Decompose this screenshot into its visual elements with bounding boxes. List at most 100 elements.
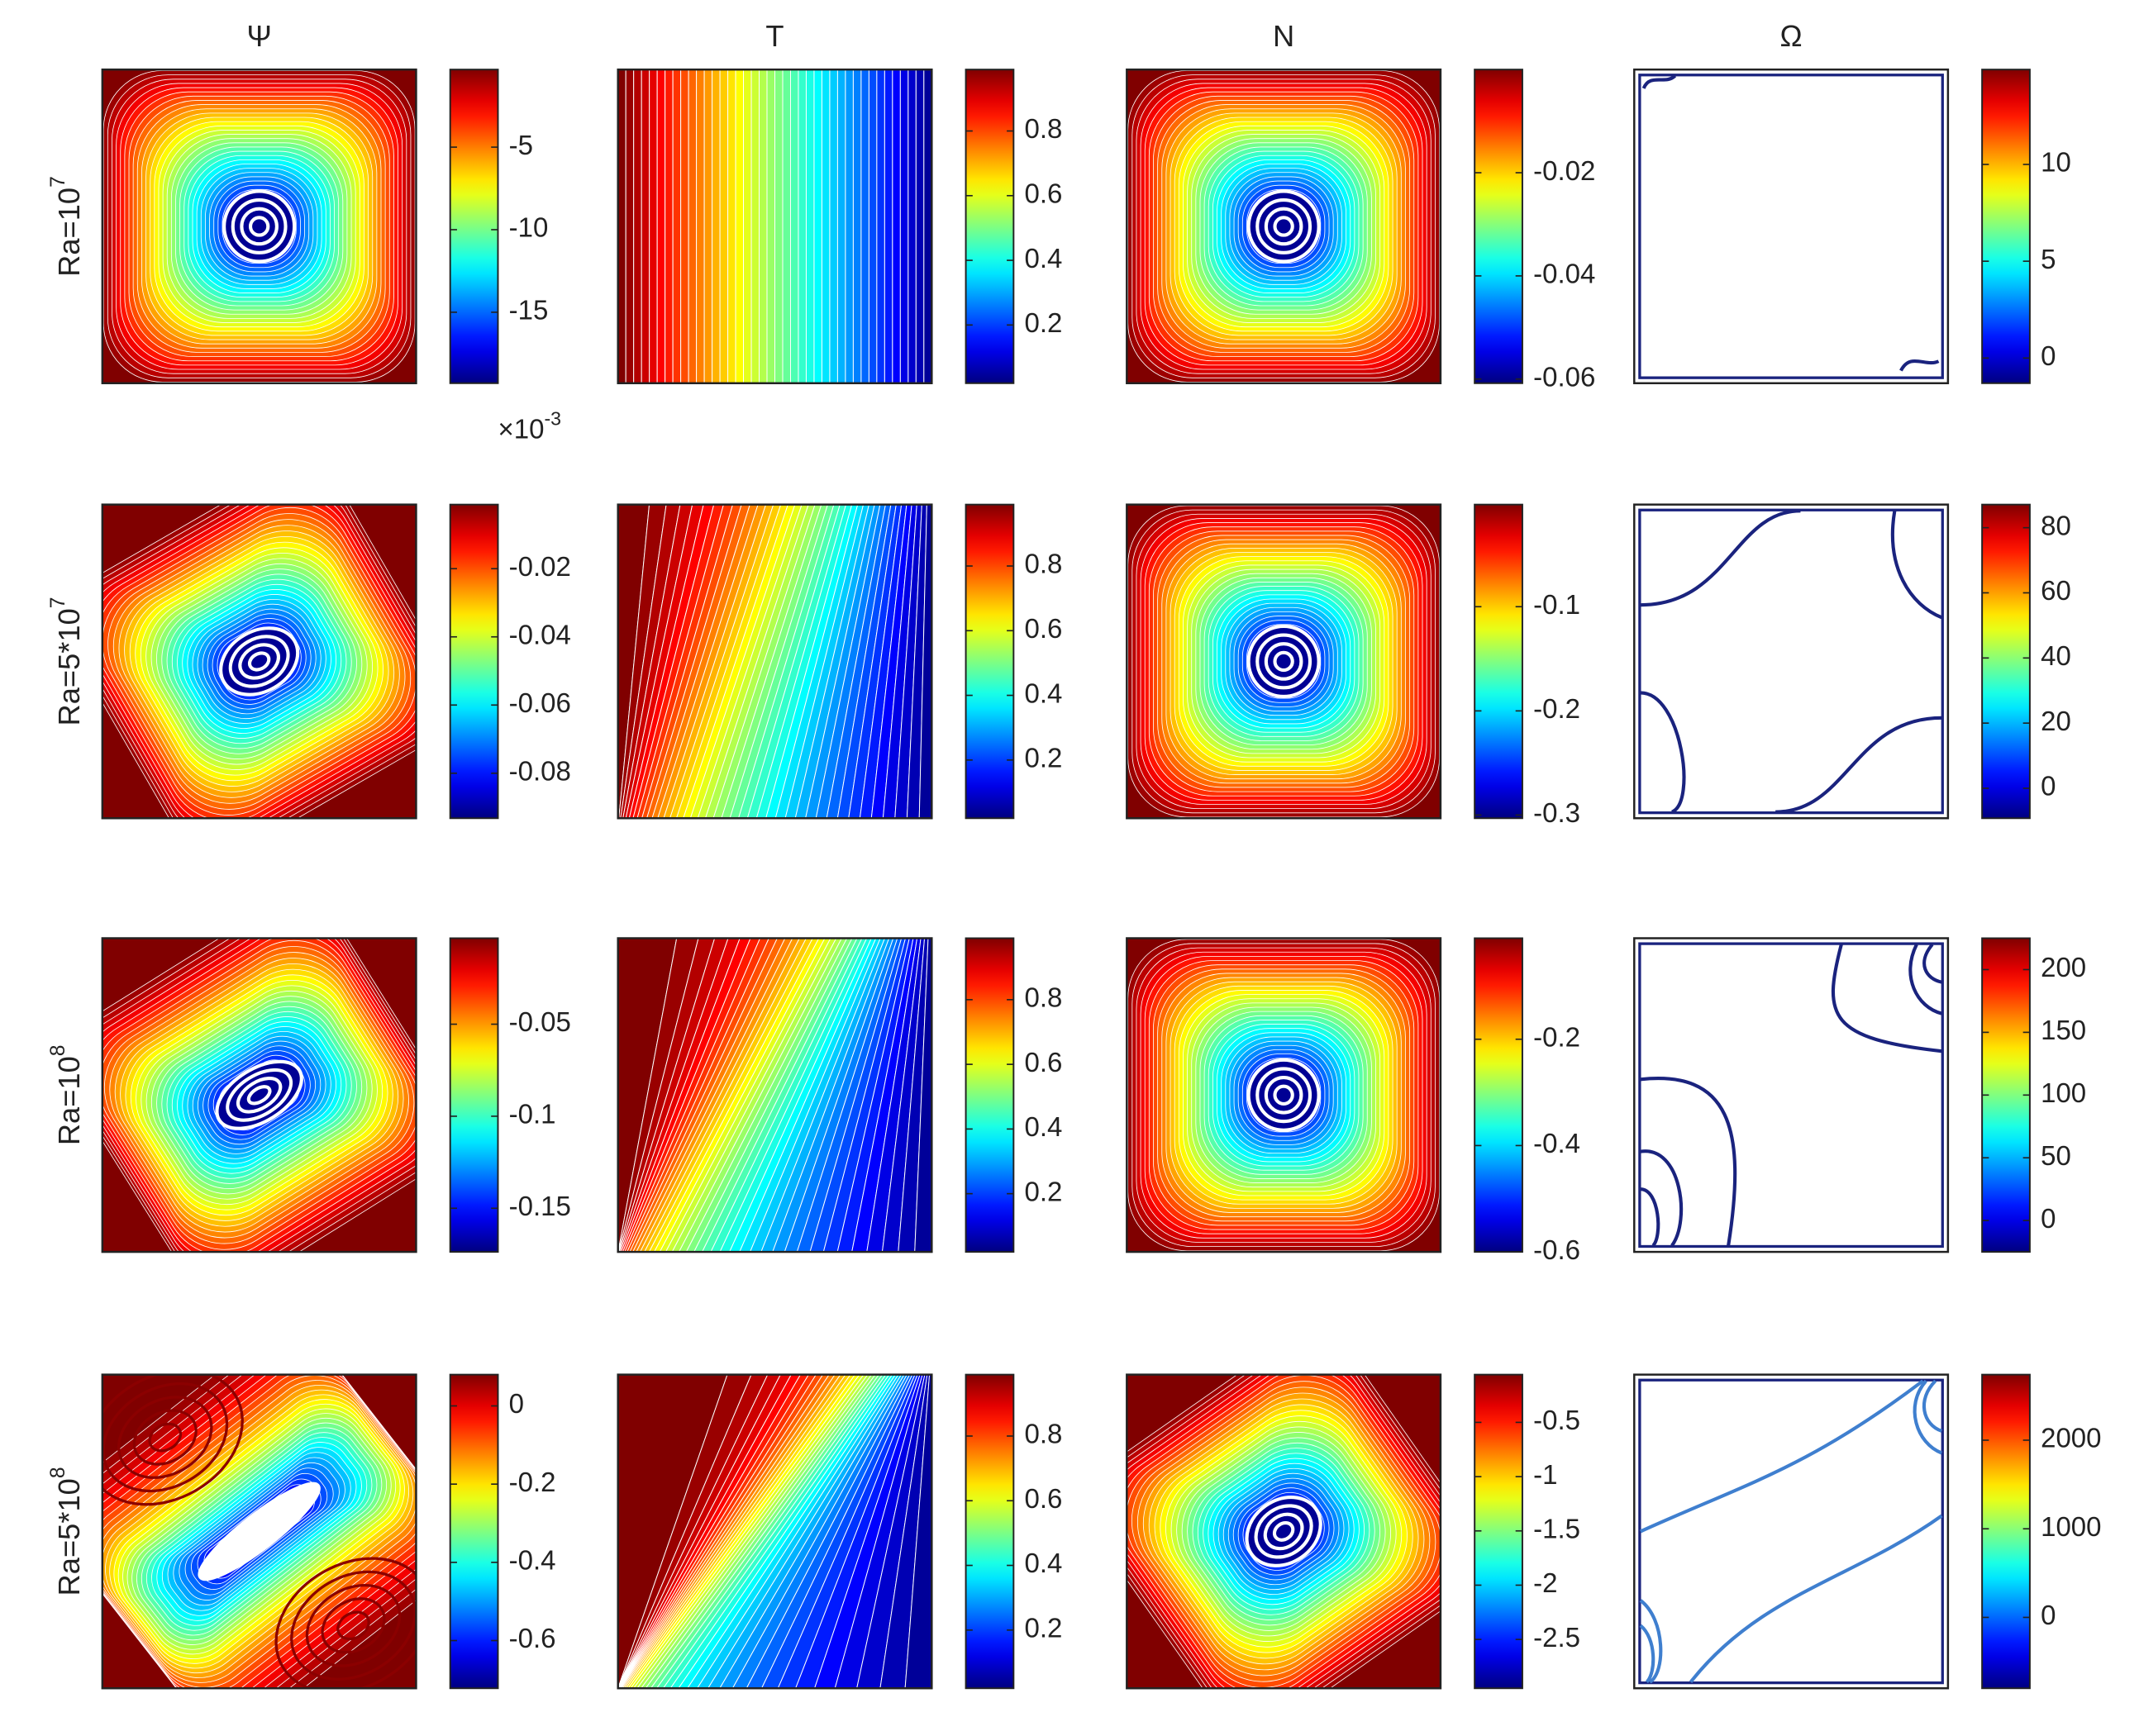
contour-line: [102, 1382, 229, 1493]
row-label: Ra=107: [47, 176, 86, 277]
contour-line: [1908, 944, 1942, 1015]
row-label-exponent: 8: [47, 1044, 69, 1056]
contour-band: [766, 69, 776, 383]
contour-band: [746, 1374, 913, 1689]
contour-field: [1638, 1378, 1944, 1685]
row-label-base: Ra=5*10: [51, 1478, 85, 1596]
contour-band: [656, 69, 666, 383]
colorbar-multiplier: ×10-3: [498, 407, 561, 444]
contour-band: [648, 938, 820, 1253]
colorbar-tick-label: 150: [2041, 1015, 2086, 1045]
contour-band: [663, 504, 774, 819]
column-title: Ψ: [246, 19, 271, 53]
colorbar: [965, 937, 1015, 1253]
contour-band: [641, 504, 742, 819]
colorbar-tick-label: 0.8: [1025, 113, 1063, 144]
row-label-base: Ra=5*10: [51, 608, 85, 725]
contour-line: [274, 1557, 417, 1689]
contour-band: [794, 504, 875, 819]
contour-band: [641, 69, 650, 383]
colorbar-tick-label: -0.4: [1533, 1128, 1580, 1158]
contour-band: [665, 69, 674, 383]
plot-frame: [101, 937, 417, 1253]
multiplier-exponent: -3: [544, 407, 561, 429]
colorbar: [965, 503, 1015, 820]
contour-band: [688, 69, 698, 383]
colorbar-tick-label: -0.04: [1533, 259, 1595, 289]
contour-line: [1273, 216, 1294, 237]
colorbar-tick-label: 0: [2041, 1203, 2056, 1234]
contour-band: [777, 1374, 918, 1689]
contour-band: [633, 1374, 869, 1689]
contour-field: [102, 504, 417, 819]
colorbar-tick-label: -0.2: [1533, 1021, 1580, 1052]
contour-band: [654, 938, 826, 1253]
contour-band: [798, 69, 807, 383]
colorbar-tick-label: 0.4: [1025, 678, 1063, 708]
contour-band: [625, 1374, 856, 1689]
plot-frame: [617, 1373, 933, 1690]
colorbar: [449, 69, 499, 384]
contour-band: [894, 504, 922, 819]
contour-band: [727, 69, 736, 383]
contour-band: [702, 938, 863, 1253]
contour-band: [719, 938, 872, 1253]
contour-band: [834, 1374, 926, 1689]
colorbar-tick-label: -10: [509, 212, 549, 243]
contour-field: [1127, 504, 1441, 819]
contour-line: [1273, 650, 1294, 673]
contour-field: [1127, 938, 1441, 1253]
contour-band: [710, 938, 868, 1253]
contour-band: [782, 69, 791, 383]
contour-line: [247, 651, 271, 672]
contour-line: [1689, 1514, 1943, 1683]
row-label: Ra=5*107: [47, 597, 86, 725]
contour-band: [657, 504, 767, 819]
colorbar-tick-label: 0.8: [1025, 1419, 1063, 1449]
contour-band: [622, 938, 761, 1253]
contour-band: [821, 69, 831, 383]
colorbar: [1474, 69, 1523, 384]
contour-band: [774, 504, 865, 819]
colorbar-tick-label: 0.8: [1025, 982, 1063, 1013]
contour-band: [729, 938, 877, 1253]
plot-frame: [1633, 937, 1950, 1253]
contour-field: [1127, 69, 1441, 383]
colorbar: [1981, 1373, 2031, 1690]
contour-band: [672, 69, 682, 383]
row-label-exponent: 7: [47, 597, 69, 608]
contour-band: [892, 69, 901, 383]
contour-band: [729, 504, 835, 819]
contour-band: [760, 1374, 916, 1689]
contour-band: [625, 504, 704, 819]
contour-band: [721, 504, 828, 819]
colorbar-tick-label: -0.5: [1533, 1405, 1580, 1435]
colorbar: [1981, 503, 2031, 820]
contour-field: [1638, 508, 1944, 815]
row-label-exponent: 8: [47, 1467, 69, 1478]
colorbar: [1474, 503, 1523, 820]
contour-line: [1913, 1379, 1943, 1455]
contour-field: [102, 1374, 417, 1689]
contour-band: [628, 504, 715, 819]
contour-line: [305, 1583, 402, 1667]
contour-band: [822, 938, 910, 1253]
column-title: Ω: [1780, 19, 1803, 53]
contour-band: [914, 938, 932, 1253]
multiplier-base: ×10: [498, 413, 544, 444]
contour-line: [290, 1570, 417, 1681]
row-label: Ra=108: [47, 1044, 86, 1145]
contour-band: [632, 938, 793, 1253]
contour-line: [1640, 1077, 1737, 1246]
colorbar-tick-label: -0.2: [1533, 693, 1580, 724]
colorbar-tick-label: -0.05: [509, 1006, 571, 1037]
contour-field: [102, 938, 417, 1253]
colorbar: [449, 503, 499, 820]
plot-frame: [1126, 503, 1442, 820]
plot-frame: [101, 503, 417, 820]
colorbar-tick-label: 200: [2041, 952, 2086, 982]
contour-band: [759, 69, 768, 383]
contour-line: [148, 1422, 183, 1453]
contour-band: [923, 69, 932, 383]
